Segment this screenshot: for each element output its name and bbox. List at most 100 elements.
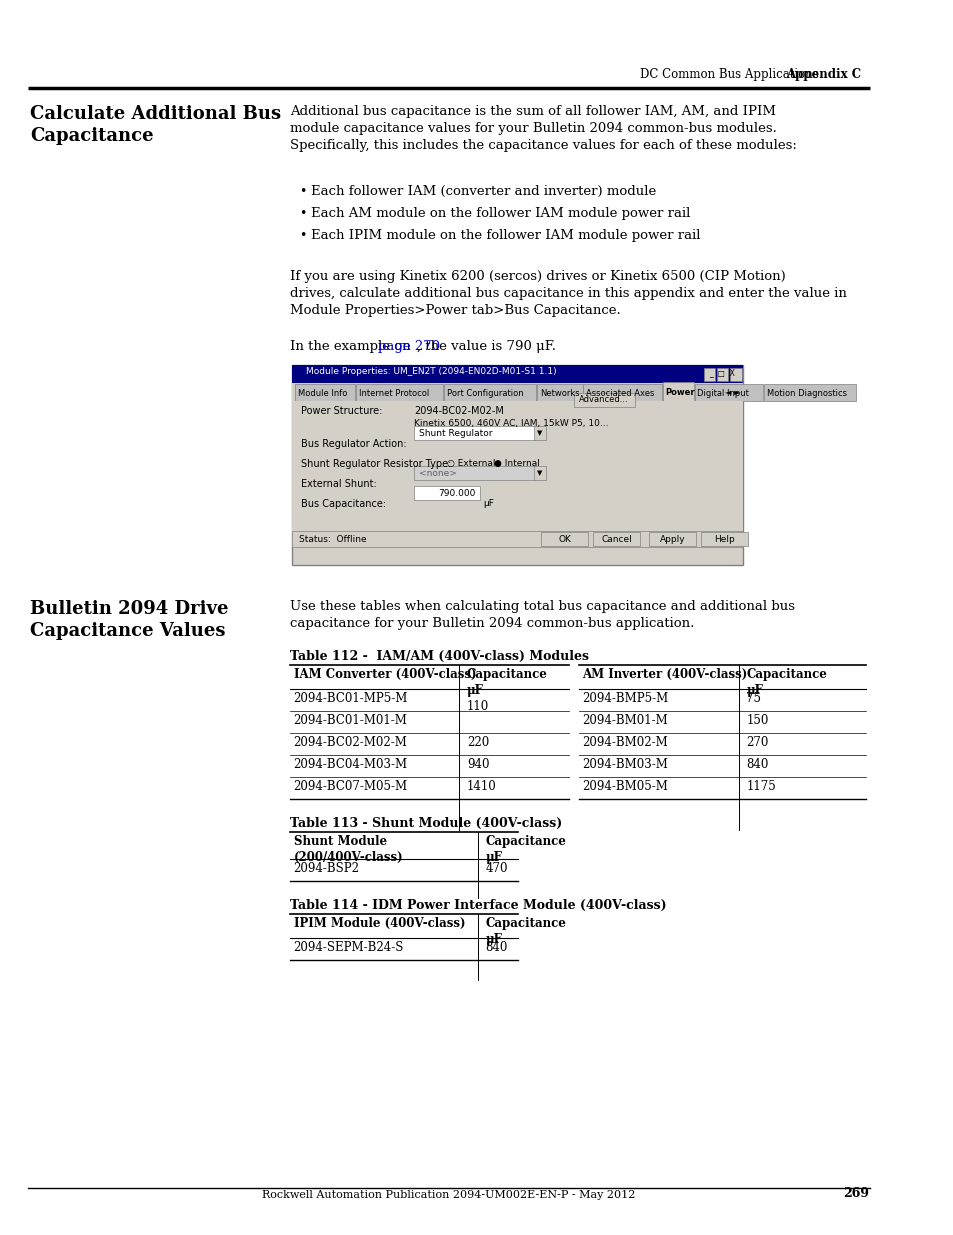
Text: Appendix C: Appendix C [785,68,860,82]
Text: Motion Diagnostics: Motion Diagnostics [766,389,846,398]
Text: Rockwell Automation Publication 2094-UM002E-EN-P - May 2012: Rockwell Automation Publication 2094-UM0… [262,1191,635,1200]
Text: IPIM Module (400V-class): IPIM Module (400V-class) [294,918,465,930]
Text: Kinetix 6500, 460V AC, IAM, 15kW P5, 10...: Kinetix 6500, 460V AC, IAM, 15kW P5, 10.… [414,419,608,429]
Text: 840: 840 [485,941,507,953]
Text: Internet Protocol: Internet Protocol [358,389,428,398]
Bar [649,532,696,546]
Text: 269: 269 [842,1187,868,1200]
Text: Capacitance
μF: Capacitance μF [485,835,566,864]
Bar [717,368,728,382]
Text: Port Configuration: Port Configuration [447,389,523,398]
Text: Digital Input: Digital Input [697,389,748,398]
Text: ○ External: ○ External [447,459,495,468]
Bar [444,384,536,401]
Text: Table 114 - IDM Power Interface Module (400V-class): Table 114 - IDM Power Interface Module (… [290,899,666,911]
Text: Advanced...: Advanced... [578,395,628,405]
Text: Additional bus capacitance is the sum of all follower IAM, AM, and IPIM
module c: Additional bus capacitance is the sum of… [290,105,796,152]
Bar [292,401,742,547]
Text: Power Structure:: Power Structure: [301,406,382,416]
Text: Apply: Apply [659,535,685,543]
Text: Each AM module on the follower IAM module power rail: Each AM module on the follower IAM modul… [311,207,689,220]
Text: 110: 110 [466,699,489,713]
Text: page 270: page 270 [377,340,439,353]
Text: ● Internal: ● Internal [494,459,539,468]
Text: ◄ ►: ◄ ► [724,388,740,396]
Text: External Shunt:: External Shunt: [301,479,376,489]
Text: , the value is 790 μF.: , the value is 790 μF. [416,340,556,353]
Text: 2094-BC02-M02-M: 2094-BC02-M02-M [294,736,407,748]
Bar [292,531,742,547]
Text: Bulletin 2094 Drive
Capacitance Values: Bulletin 2094 Drive Capacitance Values [30,600,229,640]
Text: Table 112 -  IAM/AM (400V-class) Modules: Table 112 - IAM/AM (400V-class) Modules [290,650,588,663]
Text: Use these tables when calculating total bus capacitance and additional bus
capac: Use these tables when calculating total … [290,600,794,630]
Text: Each IPIM module on the follower IAM module power rail: Each IPIM module on the follower IAM mod… [311,228,700,242]
Text: Shunt Regulator: Shunt Regulator [418,429,492,437]
Bar [540,532,588,546]
Text: 1175: 1175 [745,781,775,793]
Text: Bus Regulator Action:: Bus Regulator Action: [301,438,406,450]
Text: 2094-BC07-M05-M: 2094-BC07-M05-M [294,781,407,793]
Text: 2094-BM03-M: 2094-BM03-M [582,758,668,771]
Bar [537,384,582,401]
Text: If you are using Kinetix 6200 (sercos) drives or Kinetix 6500 (CIP Motion)
drive: If you are using Kinetix 6200 (sercos) d… [290,270,846,317]
Bar [700,532,747,546]
Text: •: • [299,207,306,220]
Text: Shunt Regulator Resistor Type:: Shunt Regulator Resistor Type: [301,459,451,469]
Text: 150: 150 [745,714,768,727]
Text: Table 113 - Shunt Module (400V-class): Table 113 - Shunt Module (400V-class) [290,818,561,830]
Text: Bus Capacitance:: Bus Capacitance: [301,499,386,509]
Bar [355,384,443,401]
Text: 2094-BM05-M: 2094-BM05-M [582,781,668,793]
Text: 1410: 1410 [466,781,496,793]
Text: _  □  X: _ □ X [708,368,734,377]
Text: ▼: ▼ [536,430,541,436]
Text: Capacitance
μF: Capacitance μF [466,668,547,697]
Bar [414,466,536,480]
Text: 2094-SEPM-B24-S: 2094-SEPM-B24-S [294,941,403,953]
Text: Calculate Additional Bus
Capacitance: Calculate Additional Bus Capacitance [30,105,281,146]
Text: AM Inverter (400V-class): AM Inverter (400V-class) [582,668,747,680]
Text: <none>: <none> [418,468,456,478]
Bar [414,426,536,440]
Text: 75: 75 [745,692,760,705]
Text: μF: μF [482,499,493,508]
Bar [574,393,635,408]
Text: 2094-BMP5-M: 2094-BMP5-M [582,692,668,705]
Text: ▼: ▼ [536,471,541,475]
Text: 2094-BSP2: 2094-BSP2 [294,862,359,876]
Bar [763,384,856,401]
Text: Module Info: Module Info [298,389,347,398]
Text: Shunt Module
(200/400V-class): Shunt Module (200/400V-class) [294,835,403,864]
Text: Capacitance
μF: Capacitance μF [745,668,826,697]
Bar [694,384,762,401]
Text: IAM Converter (400V-class): IAM Converter (400V-class) [294,668,476,680]
Text: •: • [299,185,306,198]
Text: 2094-BM02-M: 2094-BM02-M [582,736,667,748]
Bar [292,383,742,401]
Text: 270: 270 [745,736,768,748]
Text: 470: 470 [485,862,508,876]
Text: 220: 220 [466,736,489,748]
Text: •: • [299,228,306,242]
Text: 2094-BC01-M01-M: 2094-BC01-M01-M [294,714,407,727]
Bar [295,384,355,401]
Text: DC Common Bus Applications: DC Common Bus Applications [639,68,818,82]
Bar [592,532,639,546]
Bar [583,384,660,401]
Bar [292,366,742,564]
Text: Capacitance
μF: Capacitance μF [485,918,566,946]
Text: Cancel: Cancel [600,535,631,543]
Text: 2094-BM01-M: 2094-BM01-M [582,714,667,727]
Bar [414,487,479,500]
Text: Module Properties: UM_EN2T (2094-EN02D-M01-S1 1.1): Module Properties: UM_EN2T (2094-EN02D-M… [306,367,556,375]
Text: Each follower IAM (converter and inverter) module: Each follower IAM (converter and inverte… [311,185,655,198]
Bar [661,382,693,403]
Text: Associated Axes: Associated Axes [586,389,654,398]
Bar [533,426,545,440]
Text: Power: Power [664,388,694,396]
Text: In the example on: In the example on [290,340,415,353]
Bar [533,466,545,480]
Text: Networks: Networks [539,389,579,398]
Text: 2094-BC04-M03-M: 2094-BC04-M03-M [294,758,407,771]
Text: 2094-BC02-M02-M: 2094-BC02-M02-M [414,406,503,416]
